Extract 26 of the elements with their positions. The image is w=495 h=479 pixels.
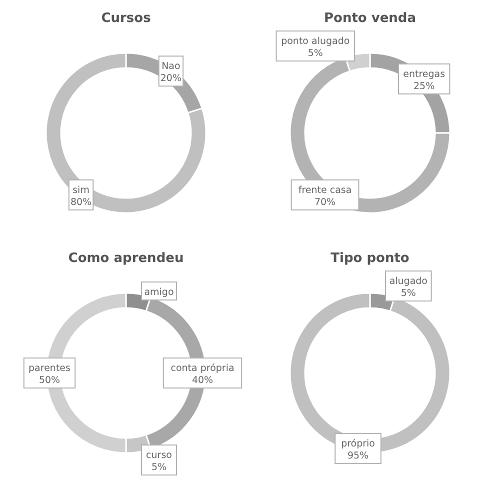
data-label: 70% <box>314 196 336 208</box>
data-label: 25% <box>414 80 435 92</box>
data-label: 40% <box>192 375 214 386</box>
data-label: 5% <box>400 288 416 299</box>
data-label: 80% <box>70 196 92 208</box>
slice-label: sim <box>72 184 90 196</box>
slice-label: parentes <box>28 363 71 374</box>
chart-title: Cursos <box>100 10 152 28</box>
slice-label: ponto alugado <box>281 36 350 47</box>
chart-title: Ponto venda <box>322 10 417 28</box>
slice-label: amigo <box>144 286 174 298</box>
slice-label: entregas <box>403 68 446 80</box>
slice-label: curso <box>146 450 172 461</box>
chart-title: Como aprendeu <box>67 250 185 268</box>
slice-label: alugado <box>389 276 428 287</box>
data-label: 5% <box>151 462 167 473</box>
data-label: 5% <box>308 48 323 59</box>
data-label: 95% <box>347 450 369 462</box>
donut-slice <box>45 52 207 214</box>
slice-label: Nao <box>162 61 181 72</box>
slice-label: conta própria <box>170 363 234 374</box>
slice-label: próprio <box>341 438 376 450</box>
data-label: 20% <box>160 73 182 84</box>
chart-title: Tipo ponto <box>330 250 410 268</box>
slice-label: frente casa <box>298 184 352 196</box>
data-label: 50% <box>38 375 60 386</box>
